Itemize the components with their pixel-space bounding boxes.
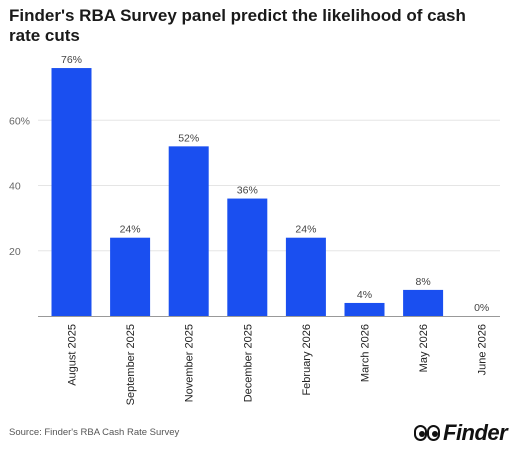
x-tick-label: May 2026 bbox=[418, 324, 430, 372]
y-tick-label: 40 bbox=[9, 181, 21, 193]
bar bbox=[227, 198, 268, 316]
chart-title: Finder's RBA Survey panel predict the li… bbox=[9, 6, 466, 45]
y-tick-label: 20 bbox=[9, 246, 21, 258]
gridlines bbox=[38, 119, 500, 252]
data-label: 4% bbox=[357, 289, 372, 301]
data-label: 36% bbox=[237, 185, 258, 197]
x-axis-ticks: August 2025 September 2025 November 2025 De… bbox=[67, 324, 489, 405]
x-tick-label: June 2026 bbox=[477, 324, 489, 375]
bar bbox=[51, 68, 92, 316]
bar bbox=[344, 302, 385, 316]
data-label: 24% bbox=[295, 224, 316, 236]
x-tick-label: March 2026 bbox=[360, 324, 372, 382]
bar bbox=[403, 289, 444, 316]
x-tick-label: November 2025 bbox=[184, 324, 196, 402]
finder-logo: Finder bbox=[414, 420, 508, 445]
bars bbox=[51, 68, 444, 316]
x-tick-label: December 2025 bbox=[242, 324, 254, 402]
data-label: 8% bbox=[416, 276, 431, 288]
data-label: 76% bbox=[61, 54, 82, 66]
bar bbox=[168, 146, 209, 316]
data-labels: 76% 24% 52% 36% 24% 4% 8% 0% bbox=[61, 54, 489, 314]
finder-eyes-icon bbox=[414, 425, 440, 441]
bar bbox=[110, 237, 151, 316]
data-label: 0% bbox=[474, 302, 489, 314]
data-label: 52% bbox=[178, 132, 199, 144]
data-label: 24% bbox=[120, 224, 141, 236]
source-note: Source: Finder's RBA Cash Rate Survey bbox=[9, 427, 180, 438]
x-tick-label: August 2025 bbox=[67, 324, 79, 386]
y-tick-label: 60% bbox=[9, 115, 30, 127]
x-tick-label: February 2026 bbox=[301, 324, 313, 396]
bar bbox=[285, 237, 326, 316]
y-axis-ticks: 20 40 60% bbox=[9, 115, 30, 258]
brand-name: Finder bbox=[443, 420, 508, 445]
x-tick-label: September 2025 bbox=[125, 324, 137, 405]
